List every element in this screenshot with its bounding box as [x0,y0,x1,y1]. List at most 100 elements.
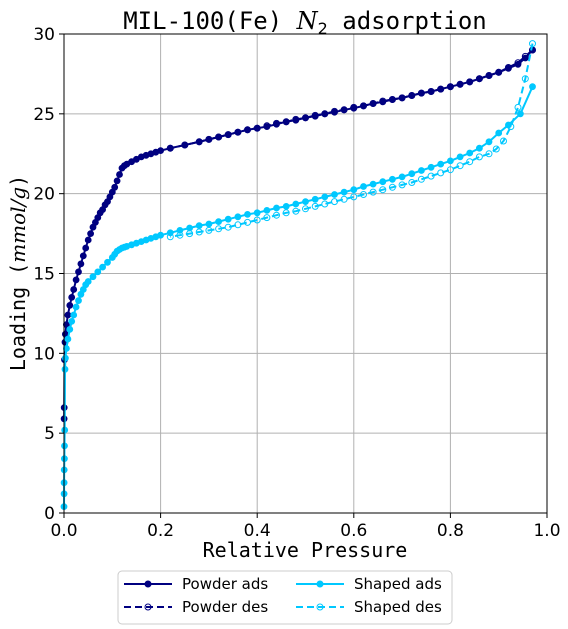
data-point [70,311,78,319]
data-point [84,278,92,285]
data-point [186,230,194,238]
legend-entry: Powder des [124,598,268,616]
data-point [417,167,425,174]
data-point [157,147,165,155]
data-point [66,325,74,333]
data-point [195,222,203,230]
data-point [61,365,69,373]
data-point [521,75,529,83]
data-point [495,129,503,137]
data-point [504,64,512,71]
data-point [369,188,377,196]
data-point [181,141,189,149]
data-point [311,195,319,203]
data-point [475,144,483,152]
data-point [427,88,435,95]
data-point [456,80,464,88]
data-point [485,138,493,146]
y-tick-label: 10 [33,344,55,364]
data-point [311,202,319,210]
data-point [157,231,165,239]
legend-label: Shaped ads [354,575,442,593]
data-point [360,191,367,198]
data-point [379,178,387,186]
legend-label: Powder des [182,598,268,616]
y-label-math: mmol/g [6,187,30,263]
data-point [64,311,72,319]
data-point [417,175,425,183]
data-point [244,126,251,134]
data-point [215,225,223,233]
data-point [417,89,425,97]
data-point [360,102,367,110]
x-tick-label: 0.6 [340,521,367,541]
data-point [166,144,174,152]
data-point [529,83,536,91]
data-point [398,173,406,181]
x-tick-label: 0.4 [244,521,271,541]
data-point [311,111,319,119]
x-axis-label: Relative Pressure [203,538,408,562]
legend: Powder ads Powder des Shaped ads Shaped des [117,570,453,625]
y-axis-label: Loading (mmol/g) [6,175,30,371]
data-point [77,260,85,268]
data-point [514,103,522,111]
data-point [350,186,358,194]
data-point [61,426,69,434]
data-point [369,100,377,107]
data-point [282,202,290,210]
data-point [302,205,309,213]
y-tick-label: 15 [33,265,55,285]
legend-entry: Shaped des [296,598,442,616]
y-tick-label: 0 [44,504,55,524]
data-point [68,293,76,301]
data-point [514,59,522,67]
data-point [340,195,348,203]
data-point [253,216,261,224]
data-point [500,137,507,145]
data-point [244,210,251,218]
data-point [273,211,280,219]
data-point [466,158,474,166]
data-point [113,177,121,185]
data-point [111,183,119,191]
data-point [507,123,515,131]
data-point [66,301,74,309]
data-point [321,110,329,118]
y-tick-label: 5 [44,424,55,444]
data-point [492,145,500,153]
data-point [72,276,80,284]
x-tick-label: 1.0 [533,521,560,541]
data-point [446,166,454,174]
data-point [437,169,445,177]
data-point [398,94,406,102]
data-point [408,170,416,178]
data-point [302,198,309,206]
data-point [517,110,524,118]
data-point [408,179,416,186]
data-point [331,198,338,206]
data-point [350,103,358,111]
data-point [62,354,69,362]
axis-ticks: 0.0 0.2 0.4 0.6 0.8 1.0 0 5 10 15 20 25 30 [33,25,560,541]
data-point [437,160,445,168]
data-point [485,72,493,79]
data-point [340,188,348,196]
data-point [427,172,435,180]
data-point [331,191,338,198]
data-point [379,97,387,105]
legend-entry: Shaped ads [296,575,442,593]
data-point [99,263,106,271]
x-tick-label: 0.0 [50,521,77,541]
data-point [292,200,300,208]
data-point [116,171,123,178]
y-label-prefix: Loading ( [6,263,30,371]
data-point [224,215,232,223]
data-point [360,183,367,190]
series-line [170,43,534,238]
legend-entry: Powder ads [124,575,268,593]
data-point [104,258,111,266]
data-point [379,186,387,194]
data-point [456,162,464,170]
